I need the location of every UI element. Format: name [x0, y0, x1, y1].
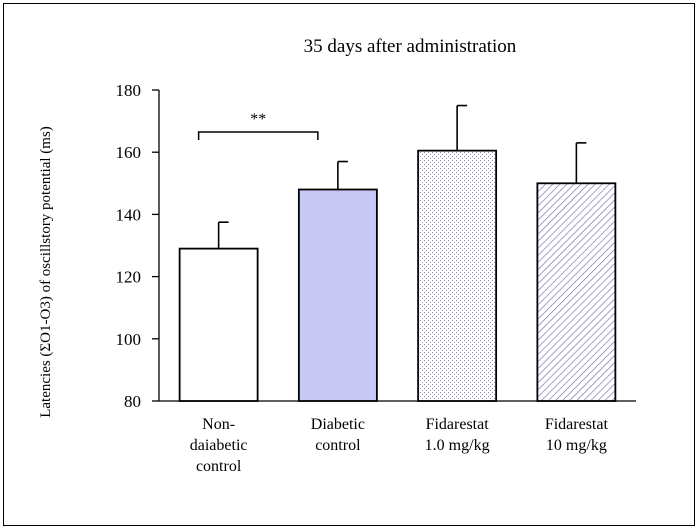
category-label: Fidarestat 1.0 mg/kg	[425, 416, 490, 454]
y-tick-label: 140	[116, 205, 142, 224]
y-tick-label: 100	[116, 330, 142, 349]
y-tick-label: 80	[124, 392, 141, 411]
category-label: Diabetic control	[311, 416, 365, 454]
category-label-line: Fidarestat	[426, 416, 490, 433]
y-tick-label: 120	[116, 268, 142, 287]
y-tick-label: 180	[116, 81, 142, 100]
y-ticks: 80 100 120 140 160 180	[116, 81, 159, 411]
bar	[178, 247, 259, 402]
category-label-line: control	[315, 437, 361, 454]
chart-title: 35 days after administration	[304, 36, 517, 57]
significance-marker: **	[197, 111, 319, 140]
category-label-line: Fidarestat	[545, 416, 609, 433]
significance-label: **	[250, 111, 266, 128]
bar	[536, 182, 617, 402]
category-label: Fidarestat 10 mg/kg	[545, 416, 609, 454]
chart-frame: 35 days after administration Latencies (…	[3, 3, 695, 526]
category-label: Non-daiabetic control	[190, 416, 248, 475]
category-label-line: 1.0 mg/kg	[425, 437, 490, 454]
y-axis-label: Latencies (ΣO1-O3) of oscillstory potent…	[38, 126, 54, 418]
bar	[417, 149, 498, 402]
category-label-line: daiabetic	[190, 437, 248, 454]
category-label-line: Non-	[202, 416, 235, 433]
category-labels: Non-daiabetic control Diabetic control Fidar…	[190, 416, 609, 475]
bar	[297, 188, 378, 402]
bars	[178, 149, 617, 402]
y-tick-label: 160	[116, 143, 142, 162]
bar-chart: 35 days after administration Latencies (…	[38, 36, 636, 475]
category-label-line: control	[196, 458, 242, 475]
error-bars	[217, 104, 587, 249]
category-label-line: Diabetic	[311, 416, 365, 433]
category-label-line: 10 mg/kg	[546, 437, 607, 454]
significance-bracket	[197, 131, 319, 140]
